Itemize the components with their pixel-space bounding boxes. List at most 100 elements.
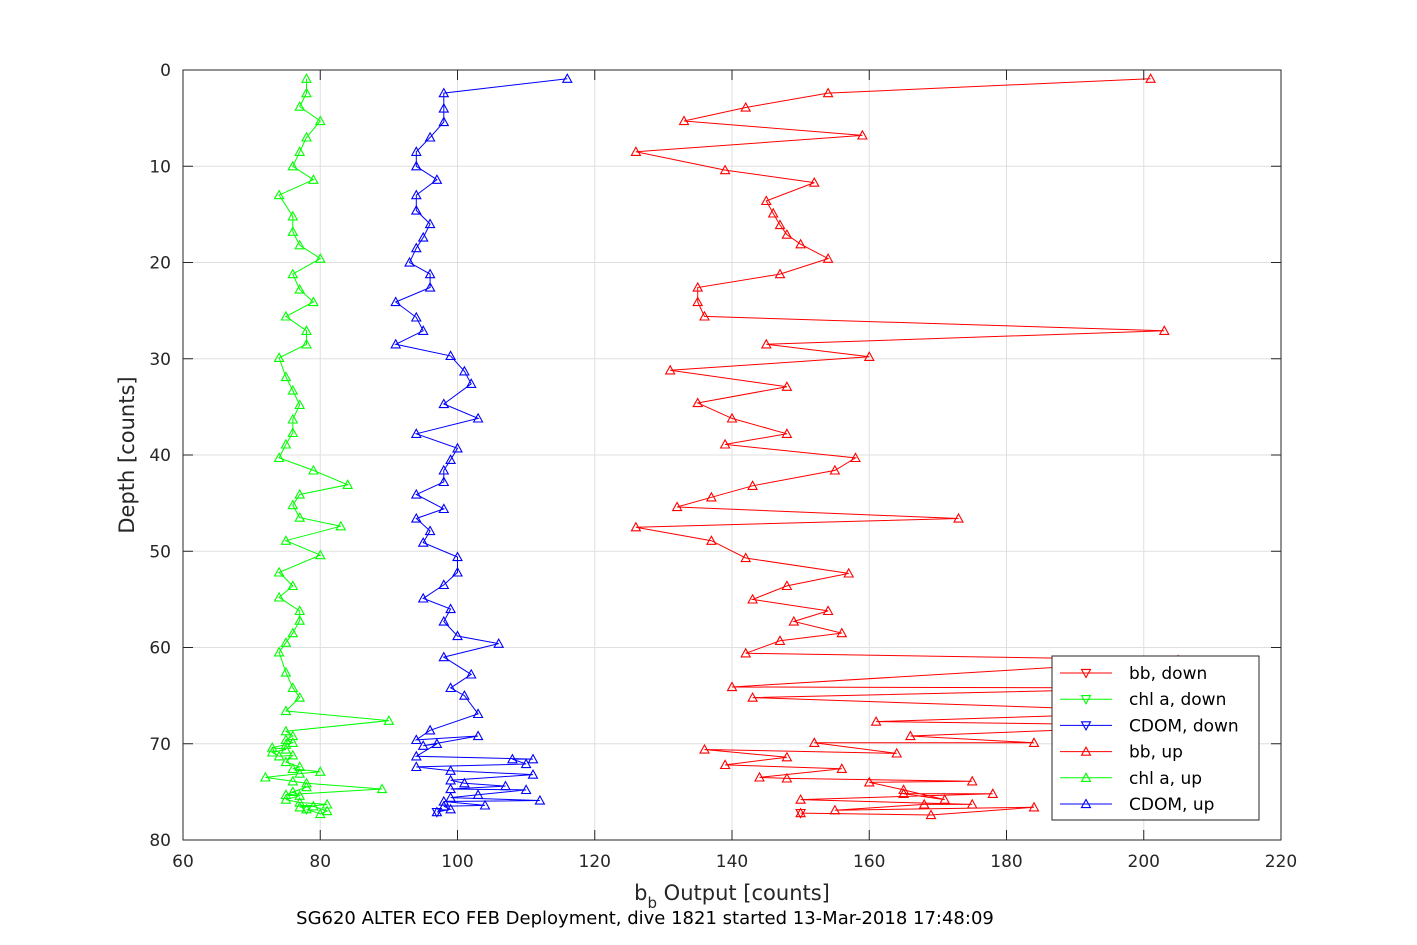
- data-point: [699, 743, 710, 754]
- data-point: [836, 763, 848, 773]
- data-point: [287, 268, 299, 279]
- data-point: [918, 798, 930, 809]
- data-point: [424, 218, 436, 229]
- data-point: [458, 777, 470, 788]
- data-point: [774, 635, 786, 645]
- data-point: [472, 708, 484, 719]
- data-point: [781, 751, 793, 762]
- y-tick-label: 0: [160, 61, 171, 81]
- y-tick-label: 80: [149, 831, 171, 851]
- data-point: [287, 763, 299, 773]
- data-point: [417, 325, 429, 335]
- legend-swatch-marker: [1080, 721, 1092, 732]
- data-point: [781, 228, 793, 239]
- data-point: [410, 750, 422, 761]
- data-point: [726, 412, 738, 423]
- data-point: [1158, 325, 1170, 335]
- data-point: [294, 614, 306, 625]
- data-point: [287, 730, 299, 741]
- data-point: [438, 116, 450, 127]
- data-point: [335, 520, 347, 531]
- data-point: [452, 442, 463, 453]
- data-point: [781, 381, 793, 391]
- data-point: [829, 464, 841, 475]
- data-point: [692, 296, 704, 307]
- data-point: [472, 730, 484, 741]
- data-point: [321, 798, 333, 809]
- data-point: [287, 749, 299, 760]
- data-point: [390, 338, 402, 349]
- legend-entry-label: chl a, down: [1129, 690, 1226, 710]
- chart-caption: SG620 ALTER ECO FEB Deployment, dive 182…: [296, 908, 994, 929]
- data-point: [342, 479, 354, 489]
- data-point: [431, 806, 443, 817]
- data-point: [417, 536, 429, 547]
- data-point: [863, 776, 875, 787]
- data-point: [287, 786, 299, 797]
- data-point: [781, 772, 793, 783]
- data-point: [1028, 801, 1040, 812]
- data-point: [953, 512, 964, 523]
- data-point: [479, 799, 491, 810]
- data-point: [808, 737, 820, 747]
- series-layer: [259, 73, 1184, 820]
- data-point: [294, 511, 306, 522]
- x-tick-label: 180: [990, 852, 1022, 872]
- data-point: [294, 605, 306, 616]
- data-point: [287, 384, 299, 395]
- data-point: [719, 759, 731, 770]
- data-point: [445, 765, 457, 775]
- legend-entry-label: CDOM, up: [1129, 795, 1214, 815]
- data-point: [438, 476, 450, 487]
- data-point: [280, 438, 292, 449]
- data-point: [410, 428, 422, 438]
- data-point: [307, 296, 319, 307]
- data-point: [294, 146, 306, 156]
- data-point: [301, 87, 312, 98]
- data-point: [294, 283, 306, 294]
- data-point: [410, 146, 422, 156]
- y-axis-label: Depth [counts]: [115, 376, 139, 533]
- data-point: [774, 268, 786, 279]
- data-point: [301, 131, 312, 142]
- data-point: [273, 566, 285, 577]
- x-tick-label: 140: [716, 852, 748, 872]
- data-point: [767, 207, 779, 218]
- data-point: [287, 580, 299, 591]
- legend-swatch-marker: [1080, 695, 1092, 705]
- data-point: [431, 174, 443, 184]
- data-point: [266, 741, 278, 752]
- data-point: [829, 804, 841, 815]
- data-point: [301, 325, 312, 335]
- data-point: [294, 239, 306, 250]
- data-point: [719, 438, 731, 449]
- legend-entry-label: bb, down: [1129, 664, 1207, 684]
- data-point: [294, 761, 306, 772]
- data-point: [781, 580, 793, 591]
- data-point: [822, 605, 834, 616]
- data-point: [520, 758, 532, 769]
- data-point: [383, 714, 395, 725]
- data-point: [280, 743, 292, 754]
- data-point: [280, 725, 292, 736]
- data-point: [294, 488, 306, 499]
- y-tick-label: 30: [149, 350, 171, 370]
- data-point: [438, 87, 450, 98]
- data-point: [740, 101, 752, 112]
- data-point: [280, 789, 292, 799]
- data-point: [705, 491, 717, 502]
- data-point: [410, 311, 422, 322]
- data-point: [966, 798, 978, 809]
- data-point: [781, 428, 793, 438]
- legend-box: [1051, 655, 1260, 821]
- data-point: [294, 801, 306, 812]
- data-point: [307, 174, 319, 184]
- data-point: [424, 525, 436, 536]
- data-point: [390, 296, 402, 307]
- data-point: [458, 365, 470, 376]
- data-point: [452, 630, 463, 641]
- data-point: [452, 566, 463, 577]
- data-point: [740, 552, 752, 563]
- data-point: [294, 767, 306, 778]
- data-point: [273, 646, 285, 657]
